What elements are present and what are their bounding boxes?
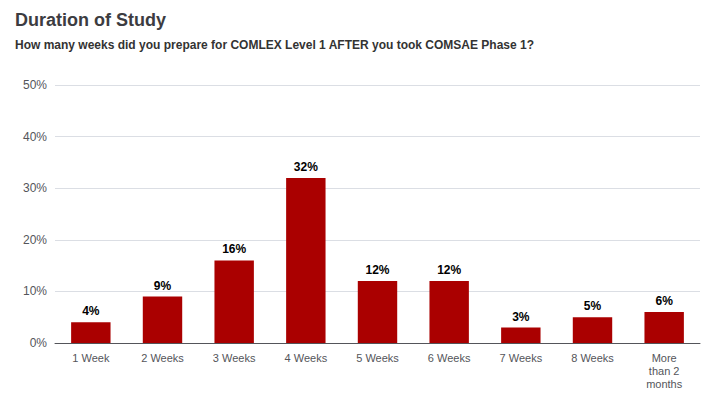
svg-text:32%: 32% (294, 160, 318, 174)
svg-text:9%: 9% (154, 279, 172, 293)
svg-text:6 Weeks: 6 Weeks (428, 352, 471, 364)
svg-text:20%: 20% (23, 233, 47, 247)
svg-text:40%: 40% (23, 130, 47, 144)
svg-text:12%: 12% (437, 263, 461, 277)
svg-text:30%: 30% (23, 181, 47, 195)
svg-text:6%: 6% (655, 294, 673, 308)
svg-text:How many weeks did you prepare: How many weeks did you prepare for COMLE… (15, 38, 534, 52)
svg-text:months: months (646, 378, 683, 390)
svg-text:8 Weeks: 8 Weeks (571, 352, 614, 364)
svg-text:More: More (652, 352, 677, 364)
svg-text:50%: 50% (23, 78, 47, 92)
svg-text:1 Week: 1 Week (72, 352, 110, 364)
svg-text:than 2: than 2 (649, 365, 680, 377)
svg-text:4 Weeks: 4 Weeks (285, 352, 328, 364)
svg-text:16%: 16% (222, 242, 246, 256)
svg-text:3 Weeks: 3 Weeks (213, 352, 256, 364)
svg-text:10%: 10% (23, 284, 47, 298)
svg-text:Duration of Study: Duration of Study (15, 10, 166, 30)
svg-text:5 Weeks: 5 Weeks (356, 352, 399, 364)
svg-text:0%: 0% (30, 336, 48, 350)
svg-text:4%: 4% (82, 304, 100, 318)
svg-text:7 Weeks: 7 Weeks (500, 352, 543, 364)
svg-text:2 Weeks: 2 Weeks (141, 352, 184, 364)
svg-text:3%: 3% (512, 310, 530, 324)
svg-text:12%: 12% (365, 263, 389, 277)
svg-text:5%: 5% (584, 299, 602, 313)
